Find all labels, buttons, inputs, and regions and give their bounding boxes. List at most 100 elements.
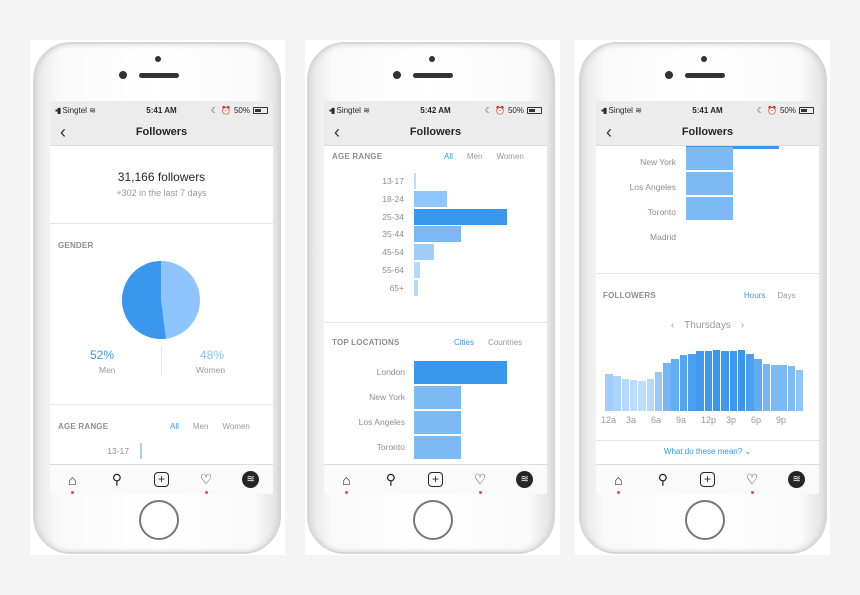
tab-bar: ⌂ ⚲ + ♡ ≋ <box>50 464 273 494</box>
tab-men[interactable]: Men <box>192 422 209 431</box>
moon-icon: ☾ <box>484 105 493 115</box>
hour-tick: 3a <box>626 415 637 425</box>
layers-icon[interactable]: ≋ <box>786 469 808 491</box>
chevron-left-icon[interactable]: ‹ <box>670 320 675 331</box>
hour-bar-21 <box>779 364 787 411</box>
hour-bar-22 <box>787 365 796 411</box>
heart-icon[interactable]: ♡ <box>469 469 491 494</box>
city-label: London <box>376 367 405 377</box>
content[interactable]: New York Los Angeles Toronto Madrid FOLL… <box>596 146 819 464</box>
phone-2: ▪▮ Singtel ≋ 5:42 AM ☾ ⏰ 50% ‹ Followers A… <box>307 42 555 554</box>
screen: ▪▮ Singtel ≋ 5:41 AM ☾ ⏰ 50% ‹ Followers 3… <box>50 101 273 494</box>
signal-icon: ▪▮ <box>601 105 607 115</box>
men-percent: 52% <box>90 348 115 362</box>
battery-percent: 50% <box>233 105 250 115</box>
home-icon[interactable]: ⌂ <box>61 469 83 494</box>
age-label: 13-17 <box>382 176 404 186</box>
home-icon[interactable]: ⌂ <box>335 469 357 494</box>
age-label: 45-54 <box>382 247 404 258</box>
tab-all[interactable]: All <box>444 152 453 161</box>
earpiece <box>139 73 179 78</box>
add-icon[interactable]: + <box>150 469 172 491</box>
search-icon[interactable]: ⚲ <box>111 471 123 487</box>
city-bar <box>414 411 461 434</box>
tab-cities[interactable]: Cities <box>454 338 475 347</box>
follower-count: 31,166 followers <box>117 170 206 184</box>
help-link-text[interactable]: What do these mean? <box>663 447 743 456</box>
age-bar-45-54 <box>414 244 435 261</box>
men-label: Men <box>99 365 116 375</box>
page-title: Followers <box>681 126 734 138</box>
city-bar <box>686 172 733 195</box>
chevron-right-icon[interactable]: › <box>740 320 745 331</box>
age-bar <box>140 443 142 459</box>
content[interactable]: 31,166 followers +302 in the last 7 days… <box>50 146 273 464</box>
age-label: 18-24 <box>382 193 404 204</box>
moon-icon: ☾ <box>756 105 765 115</box>
search-icon[interactable]: ⚲ <box>385 471 397 487</box>
women-label: Women <box>196 365 226 375</box>
hour-bar-16 <box>737 350 746 411</box>
front-camera <box>665 71 673 79</box>
hour-bar-3 <box>629 379 638 411</box>
content[interactable]: AGE RANGE All Men Women TOP LOCATIONS Ci… <box>324 146 547 464</box>
screen: ▪▮ Singtel ≋ 5:42 AM ☾ ⏰ 50% ‹ Followers A… <box>324 101 547 494</box>
chevron-left-icon[interactable]: ‹ <box>60 122 66 142</box>
day-label: Thursdays <box>684 320 731 331</box>
hour-bar-0 <box>605 373 613 411</box>
front-camera <box>393 71 401 79</box>
heart-icon[interactable]: ♡ <box>741 469 763 494</box>
follower-delta: +302 in the last 7 days <box>116 188 207 198</box>
carrier: Singtel <box>608 105 633 115</box>
age-bar-35-44 <box>414 226 462 243</box>
tab-hours[interactable]: Hours <box>744 291 766 300</box>
home-button[interactable] <box>685 500 725 540</box>
hour-bar-11 <box>696 351 704 411</box>
search-icon[interactable]: ⚲ <box>657 471 669 487</box>
tab-days[interactable]: Days <box>777 291 796 300</box>
clock: 5:42 AM <box>420 105 451 115</box>
chevron-left-icon[interactable]: ‹ <box>334 122 340 142</box>
city-bar-london <box>686 146 779 149</box>
city-label: Toronto <box>647 207 676 217</box>
alarm-icon: ⏰ <box>495 105 505 115</box>
hour-bar-2 <box>621 378 630 411</box>
home-button[interactable] <box>139 500 179 540</box>
tab-women[interactable]: Women <box>222 422 250 431</box>
hour-bar-18 <box>754 359 762 411</box>
gender-title: GENDER <box>58 241 94 250</box>
layers-icon[interactable]: ≋ <box>514 469 536 491</box>
city-label: Los Angeles <box>358 417 405 427</box>
hour-tick: 9a <box>676 415 687 425</box>
hour-bar-4 <box>638 380 646 411</box>
tab-bar: ⌂ ⚲ + ♡ ≋ <box>596 464 819 494</box>
add-icon[interactable]: + <box>424 469 446 491</box>
tab-all[interactable]: All <box>170 422 179 431</box>
hour-tick: 12p <box>701 415 717 425</box>
heart-icon[interactable]: ♡ <box>195 469 217 494</box>
layers-icon[interactable]: ≋ <box>240 469 262 491</box>
city-bar <box>686 197 733 220</box>
add-icon[interactable]: + <box>696 469 718 491</box>
tab-bar: ⌂ ⚲ + ♡ ≋ <box>324 464 547 494</box>
home-button[interactable] <box>413 500 453 540</box>
hour-bar-23 <box>795 369 804 411</box>
city-label: New York <box>369 392 405 402</box>
status-bar: ▪▮ Singtel ≋ 5:41 AM ☾ ⏰ 50% <box>596 101 819 119</box>
age-bar-25-34 <box>414 208 507 225</box>
hour-bar-9 <box>679 355 688 411</box>
tab-men[interactable]: Men <box>466 152 483 161</box>
hour-bar-12 <box>704 350 713 411</box>
chevron-left-icon[interactable]: ‹ <box>606 122 612 142</box>
help-link[interactable]: What do these mean? ⌄ <box>596 447 819 456</box>
pie-slice-men <box>122 261 166 339</box>
hour-bar-6 <box>654 371 663 411</box>
hour-bar-7 <box>663 363 671 411</box>
tab-women[interactable]: Women <box>496 152 524 161</box>
proximity-sensor <box>429 56 435 62</box>
alarm-icon: ⏰ <box>767 105 777 115</box>
tab-countries[interactable]: Countries <box>488 338 523 347</box>
wifi-icon: ≋ <box>89 105 96 115</box>
home-icon[interactable]: ⌂ <box>607 469 629 494</box>
battery-percent: 50% <box>507 105 524 115</box>
